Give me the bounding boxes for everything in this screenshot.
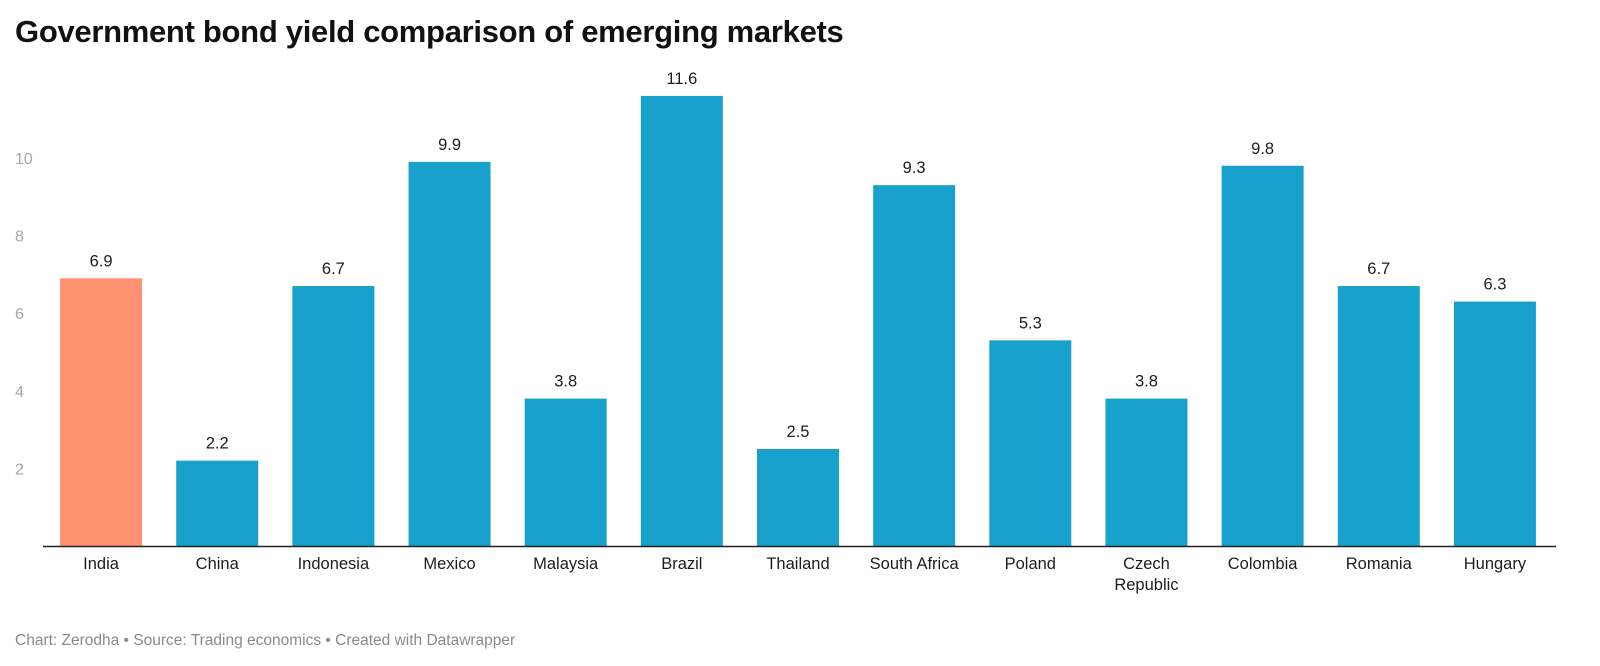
y-tick-label: 8	[15, 229, 24, 246]
x-tick-label: South Africa	[870, 555, 960, 573]
bar-chart: 2 4 6 8 10 6.9 2.2 6.7 9.9 3.8 11.6 2.5 9.3 5.3 3.8 9.…	[15, 70, 1556, 594]
x-tick-label: Brazil	[661, 555, 702, 573]
y-tick-label: 6	[15, 306, 24, 323]
x-axis-labels: India China Indonesia Mexico Malaysia Brazil T…	[83, 555, 1527, 594]
value-label: 5.3	[1019, 314, 1042, 332]
x-tick-label: Czech	[1123, 555, 1170, 573]
bar-mexico	[408, 161, 491, 546]
x-tick-label: Thailand	[766, 555, 829, 573]
x-tick-label: Hungary	[1464, 555, 1527, 573]
x-tick-label: India	[83, 555, 120, 573]
bar-colombia	[1221, 165, 1304, 546]
bar-czech-republic	[1105, 398, 1188, 546]
bar-romania	[1337, 286, 1420, 546]
value-label: 9.3	[903, 159, 926, 177]
y-tick-label: 2	[15, 461, 24, 478]
bar-hungary	[1453, 301, 1536, 546]
x-tick-label: Indonesia	[298, 555, 370, 573]
value-label: 9.9	[438, 136, 461, 154]
y-axis: 2 4 6 8 10	[15, 151, 33, 478]
x-tick-label: Malaysia	[533, 555, 599, 573]
x-tick-label: Romania	[1346, 555, 1413, 573]
value-label: 9.8	[1251, 140, 1274, 158]
bar-indonesia	[292, 286, 375, 546]
bar-malaysia	[524, 398, 607, 546]
bar-thailand	[757, 449, 839, 546]
bar-china	[176, 460, 259, 546]
x-tick-label: Colombia	[1228, 555, 1299, 573]
value-label: 6.7	[322, 260, 345, 278]
value-label: 6.3	[1483, 276, 1506, 294]
chart-footer: Chart: Zerodha • Source: Trading economi…	[15, 632, 516, 649]
x-tick-label: Mexico	[423, 555, 475, 573]
x-tick-label: Poland	[1005, 555, 1056, 573]
bar-brazil	[640, 95, 723, 547]
bar-south-africa	[873, 185, 956, 546]
bars	[60, 95, 1536, 547]
x-tick-label: China	[196, 555, 240, 573]
value-label: 11.6	[666, 70, 697, 88]
value-labels: 6.9 2.2 6.7 9.9 3.8 11.6 2.5 9.3 5.3 3.8 9.8 6.7 6.3	[90, 70, 1507, 453]
value-label: 3.8	[554, 373, 577, 391]
value-label: 3.8	[1135, 373, 1158, 391]
value-label: 2.2	[206, 435, 229, 453]
bar-poland	[989, 340, 1072, 546]
y-tick-label: 10	[15, 151, 33, 168]
y-tick-label: 4	[15, 384, 24, 401]
x-tick-label: Republic	[1114, 576, 1178, 594]
value-label: 6.7	[1367, 260, 1390, 278]
bar-india	[60, 278, 143, 546]
value-label: 2.5	[787, 423, 810, 441]
value-label: 6.9	[90, 252, 113, 270]
chart-title: Government bond yield comparison of emer…	[15, 14, 844, 49]
